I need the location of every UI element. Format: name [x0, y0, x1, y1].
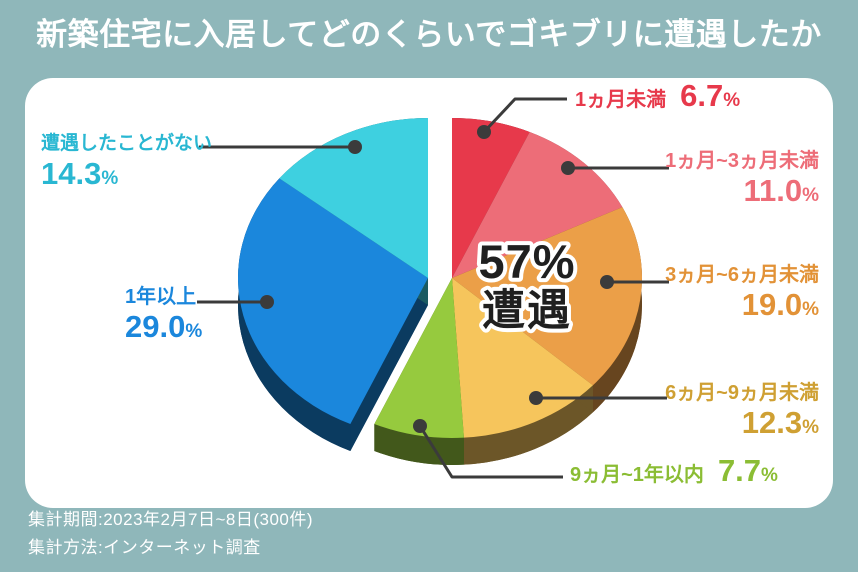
survey-method: 集計方法:インターネット調査	[28, 538, 261, 557]
leader-lines	[197, 97, 669, 479]
pie-label-2: 3ヵ月~6ヵ月未満 19.0%	[665, 262, 819, 321]
pie-slice-rim	[592, 207, 642, 413]
pie-slice-wall	[350, 278, 428, 452]
pie-slice-top	[279, 118, 428, 278]
leader-dot	[413, 419, 427, 433]
pie-slice-rim	[374, 424, 464, 465]
chart-card: 57% 遭遇 1ヵ月未満 6.7% 1ヵ月~3ヵ月未満 11.0% 3ヵ月~6ヵ月未満 1…	[25, 78, 833, 508]
pie-slices	[238, 118, 642, 438]
pie-label-5: 1年以上 29.0%	[125, 284, 202, 343]
pie-slice-top	[452, 118, 530, 278]
page-title: 新築住宅に入居してどのくらいでゴキブリに遭遇したか	[36, 17, 822, 52]
pie-label-value: 19.0%	[741, 287, 819, 322]
pie-label-1: 1ヵ月~3ヵ月未満 11.0%	[665, 148, 819, 207]
pie-label-value: 6.7%	[680, 78, 741, 113]
pie-label-6: 遭遇したことがない 14.3%	[41, 131, 212, 190]
pie-label-text: 遭遇したことがない	[41, 133, 213, 154]
leader-dot	[600, 275, 614, 289]
center-label: 57% 遭遇	[474, 231, 578, 339]
survey-notes: 集計期間:2023年2月7日~8日(300件) 集計方法:インターネット調査	[28, 506, 313, 562]
pie-label-value: 29.0%	[125, 309, 203, 344]
pie-label-text: 1ヵ月~3ヵ月未満	[665, 150, 819, 172]
center-percent-text: 57%	[478, 235, 575, 288]
pie-label-0: 1ヵ月未満 6.7%	[575, 79, 740, 113]
pie-slice-top	[238, 178, 428, 425]
pie-label-3: 6ヵ月~9ヵ月未満 12.3%	[665, 380, 819, 439]
leader-dot	[348, 140, 362, 154]
survey-period: 集計期間:2023年2月7日~8日(300件)	[28, 510, 314, 529]
pie-label-value: 12.3%	[741, 405, 819, 440]
pie-slice-rim	[238, 178, 351, 452]
pie-label-value: 7.7%	[717, 453, 778, 488]
pie-slice-top	[374, 278, 464, 438]
pie-label-text: 9ヵ月~1年以内	[570, 464, 704, 486]
leader-line	[482, 97, 567, 134]
pie-slice-rim	[463, 385, 593, 465]
pie-label-text: 6ヵ月~9ヵ月未満	[665, 382, 819, 404]
pie-label-text: 1年以上	[125, 286, 197, 308]
leader-dot	[477, 125, 491, 139]
pie-chart: 57% 遭遇	[197, 97, 669, 479]
pie-label-text: 3ヵ月~6ヵ月未満	[665, 264, 819, 286]
pie-slice-top	[452, 207, 642, 386]
pie-label-value: 14.3%	[41, 156, 119, 191]
pie-label-value: 11.0%	[743, 173, 819, 208]
pie-label-4: 9ヵ月~1年以内 7.7%	[570, 454, 778, 488]
pie-label-text: 1ヵ月未満	[575, 89, 667, 111]
leader-dot	[561, 161, 575, 175]
center-caption-text: 遭遇	[482, 287, 572, 335]
leader-line	[418, 425, 563, 479]
leader-dot	[529, 391, 543, 405]
leader-dot	[260, 295, 274, 309]
